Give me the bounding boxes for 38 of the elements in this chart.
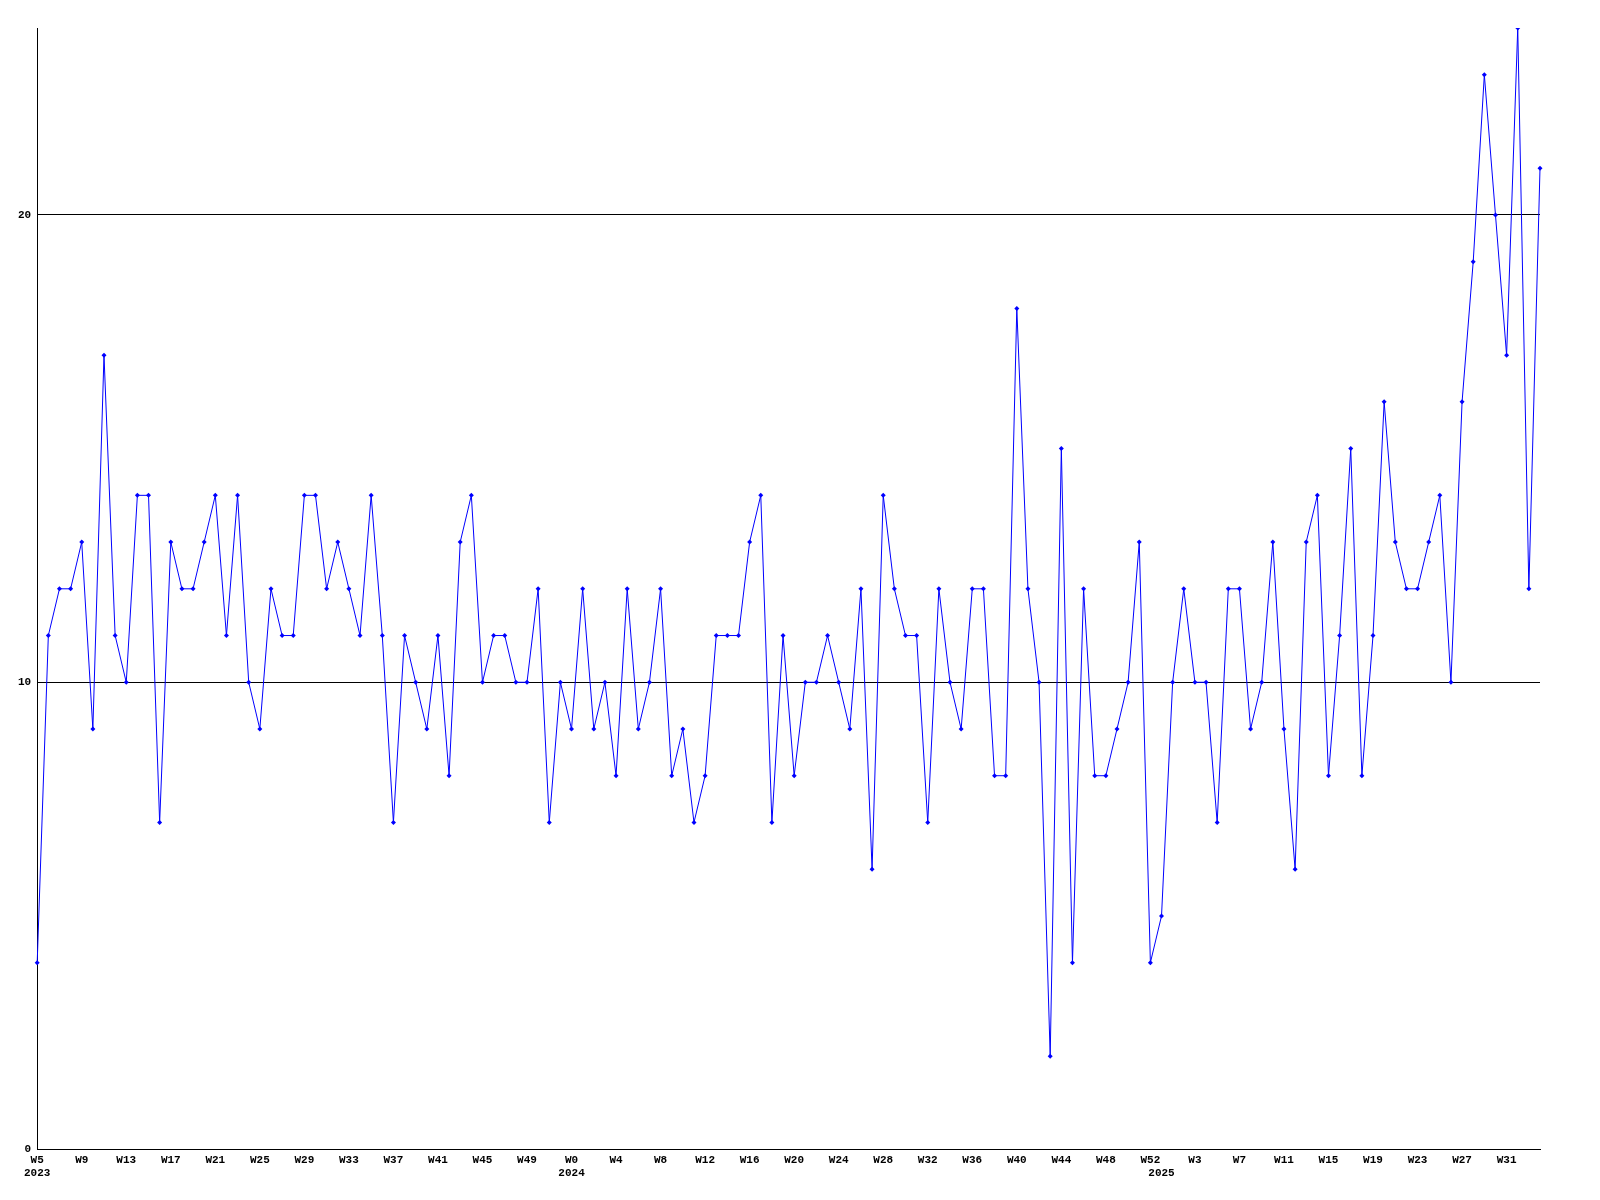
x-tick-label: W8 bbox=[653, 1153, 668, 1166]
x-tick-label: W27 bbox=[1452, 1153, 1472, 1166]
y-tick-label: 10 bbox=[18, 676, 32, 689]
x-tick-label: W5 2023 bbox=[24, 1153, 51, 1180]
x-tick-label: W3 bbox=[1188, 1153, 1202, 1166]
x-tick-label: W40 bbox=[1006, 1153, 1027, 1166]
x-tick-label: 2025 bbox=[1148, 1167, 1176, 1180]
x-tick-label: W16 bbox=[739, 1153, 760, 1166]
x-tick-label: W36 bbox=[962, 1153, 983, 1166]
x-tick-label: W20 bbox=[784, 1153, 805, 1166]
x-tick-label: W48 bbox=[1095, 1153, 1117, 1166]
x-tick-label: W11 bbox=[1274, 1153, 1295, 1166]
x-tick-label: W0 2024 bbox=[558, 1153, 586, 1180]
x-tick-label: W9 bbox=[75, 1153, 89, 1166]
x-tick-label: W19 bbox=[1363, 1153, 1383, 1166]
x-tick-label: W32 bbox=[917, 1153, 938, 1166]
x-tick-label: W13 bbox=[116, 1153, 137, 1166]
x-tick-label: W4 bbox=[609, 1153, 624, 1166]
x-tick-label: W44 bbox=[1051, 1153, 1072, 1166]
x-tick-label: W49 bbox=[517, 1153, 537, 1166]
x-tick-label: W45 bbox=[472, 1153, 493, 1166]
y-tick-label: 0 bbox=[24, 1143, 32, 1156]
x-tick-label: W21 bbox=[205, 1153, 226, 1166]
x-tick-label: W15 bbox=[1318, 1153, 1339, 1166]
x-tick-label: W52 bbox=[1140, 1153, 1161, 1166]
x-tick-label: W31 bbox=[1496, 1153, 1517, 1166]
x-tick-label: W33 bbox=[338, 1153, 360, 1166]
y-tick-label: 20 bbox=[18, 208, 32, 221]
x-tick-label: W28 bbox=[873, 1153, 894, 1166]
x-tick-label: W23 bbox=[1407, 1153, 1428, 1166]
x-tick-label: W12 bbox=[695, 1153, 716, 1166]
x-tick-label: W17 bbox=[160, 1153, 181, 1166]
x-tick-label: W7 bbox=[1232, 1153, 1247, 1166]
x-tick-label: W25 bbox=[249, 1153, 271, 1166]
x-tick-label: W41 bbox=[428, 1153, 449, 1166]
x-tick-label: W29 bbox=[294, 1153, 315, 1166]
x-tick-label: W24 bbox=[828, 1153, 849, 1166]
x-tick-label: W37 bbox=[383, 1153, 404, 1166]
